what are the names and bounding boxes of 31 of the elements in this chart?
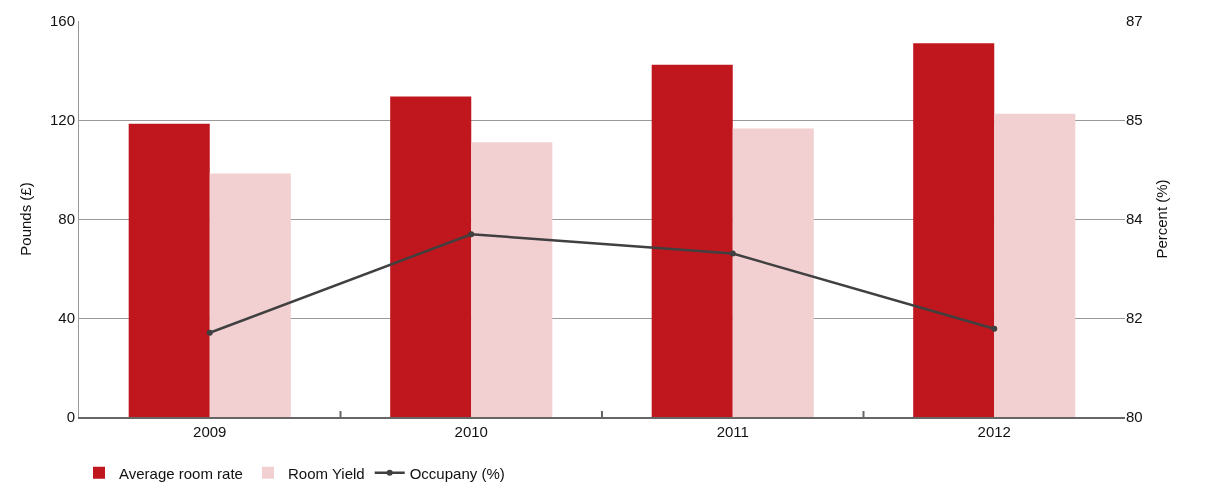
legend-label: Average room rate [119, 464, 243, 482]
bar [128, 123, 210, 417]
point [206, 329, 213, 336]
y2-axis-title: Percent (%) [1152, 179, 1170, 259]
point [729, 250, 736, 257]
y-tick-label: 160 [49, 12, 75, 30]
y-tick-label: 120 [49, 111, 75, 129]
bar [651, 64, 733, 417]
y-tick-label: 0 [66, 408, 75, 426]
y2-tick-label: 85 [1126, 111, 1143, 129]
x-tick-label: 2009 [193, 423, 227, 440]
y-tick-label: 80 [58, 210, 75, 228]
y-tick-label: 40 [58, 309, 75, 327]
bar [471, 142, 553, 417]
legend-label: Room Yield [287, 464, 365, 482]
x-tick-label: 2011 [716, 423, 749, 440]
y-axis-title: Pounds (£) [17, 182, 35, 256]
y2-tick-label: 84 [1126, 210, 1143, 228]
point [991, 325, 998, 332]
legend-label: Occupany (%) [409, 464, 505, 482]
bar [913, 43, 995, 417]
y2-tick-label: 80 [1126, 408, 1143, 426]
y2-tick-label: 82 [1126, 309, 1143, 327]
point [468, 231, 475, 238]
bar [994, 113, 1076, 417]
bar [732, 128, 814, 417]
x-tick-label: 2012 [977, 423, 1011, 440]
x-tick-label: 2010 [454, 423, 488, 440]
y2-tick-label: 87 [1126, 12, 1143, 30]
bar [390, 96, 472, 417]
bar [209, 173, 291, 417]
